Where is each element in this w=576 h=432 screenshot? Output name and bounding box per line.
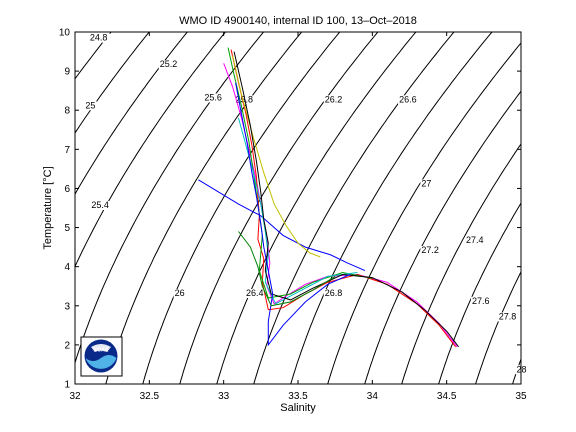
y-tick-label: 3 — [64, 301, 70, 312]
y-tick-label: 4 — [64, 262, 70, 273]
contour-label-0: 24.8 — [90, 33, 108, 43]
y-axis-label: Temperature [°C] — [42, 166, 54, 249]
contour-label-6: 26.6 — [399, 94, 417, 104]
contour-label-bg — [515, 365, 528, 375]
x-tick-label: 34 — [367, 391, 379, 402]
contour-label-9: 27.4 — [466, 235, 484, 245]
contour-label-bg — [420, 245, 444, 255]
profile-line-5 — [232, 55, 321, 258]
y-axis: 1 2 3 4 5 6 7 8 9 10 — [59, 28, 521, 391]
contour-label-2: 25 — [85, 100, 95, 110]
density-contour-0 — [75, 32, 112, 80]
contour-label-bg — [470, 296, 494, 306]
density-contour-2 — [75, 32, 188, 196]
contour-label-bg — [88, 33, 112, 43]
density-contour-13 — [401, 143, 521, 384]
contour-label-bg — [203, 93, 227, 103]
contour-label-bg — [90, 201, 114, 210]
noaa-logo: NOAA — [80, 336, 123, 377]
y-tick-label: 2 — [64, 340, 70, 351]
y-tick-label: 5 — [64, 223, 70, 234]
y-tick-label: 6 — [64, 184, 70, 195]
density-contours — [75, 32, 521, 384]
contour-label-bg — [84, 101, 97, 111]
profile-series — [198, 47, 459, 348]
contour-label-1: 25.2 — [160, 59, 178, 69]
profile-line-7 — [235, 82, 351, 347]
density-contour-11 — [327, 42, 521, 384]
y-tick-label: 1 — [64, 380, 70, 391]
plot-area — [75, 32, 521, 384]
y-tick-label: 10 — [59, 28, 71, 39]
density-contour-8 — [216, 32, 417, 384]
contour-label-10: 27.2 — [421, 245, 439, 255]
contour-label-bg — [420, 179, 433, 189]
logo-text: NOAA — [94, 348, 109, 354]
contour-label-bg — [234, 95, 258, 105]
contour-label-bg — [398, 95, 421, 105]
contour-label-12: 26.4 — [246, 288, 264, 298]
density-contour-15 — [475, 270, 521, 384]
contour-label-3: 25.6 — [204, 92, 222, 102]
density-contour-6 — [142, 32, 341, 384]
x-tick-label: 32.5 — [140, 391, 160, 402]
density-contour-7 — [179, 32, 379, 384]
x-axis: 32 32.5 33 33.5 34 34.5 35 — [69, 32, 527, 402]
contour-label-11: 26 — [175, 288, 185, 298]
profile-line-0 — [198, 179, 366, 272]
contour-label-bg — [323, 289, 347, 298]
x-tick-label: 32 — [69, 391, 81, 402]
contour-label-bg — [323, 95, 347, 105]
contour-label-13: 26.8 — [325, 288, 343, 298]
contour-label-bg — [173, 289, 187, 298]
y-tick-label: 7 — [64, 145, 70, 156]
contour-label-8: 27 — [421, 178, 431, 188]
profile-line-8 — [238, 231, 336, 307]
density-contour-10 — [290, 32, 493, 384]
y-tick-label: 8 — [64, 106, 70, 117]
x-tick-label: 35 — [515, 391, 527, 402]
x-axis-label: Salinity — [280, 402, 316, 414]
x-tick-label: 34.5 — [437, 391, 457, 402]
density-contour-9 — [253, 32, 455, 384]
profile-line-6 — [233, 51, 459, 348]
density-contour-1 — [75, 32, 150, 134]
contour-label-bg — [497, 312, 521, 322]
contour-label-5: 26.2 — [325, 94, 343, 104]
x-tick-label: 33 — [218, 391, 230, 402]
y-tick-label: 9 — [64, 67, 70, 78]
density-contour-12 — [364, 90, 521, 384]
contour-label-16: 28 — [517, 364, 527, 374]
density-contour-14 — [438, 202, 521, 384]
contour-label-14: 27.6 — [472, 296, 490, 306]
contour-label-bg — [464, 236, 488, 246]
contour-label-bg — [244, 289, 268, 298]
contour-label-7: 25.4 — [91, 200, 109, 210]
chart-title: WMO ID 4900140, internal ID 100, 13–Oct–… — [179, 15, 417, 27]
contour-label-15: 27.8 — [499, 311, 517, 321]
contour-label-bg — [158, 60, 182, 70]
x-tick-label: 33.5 — [288, 391, 308, 402]
